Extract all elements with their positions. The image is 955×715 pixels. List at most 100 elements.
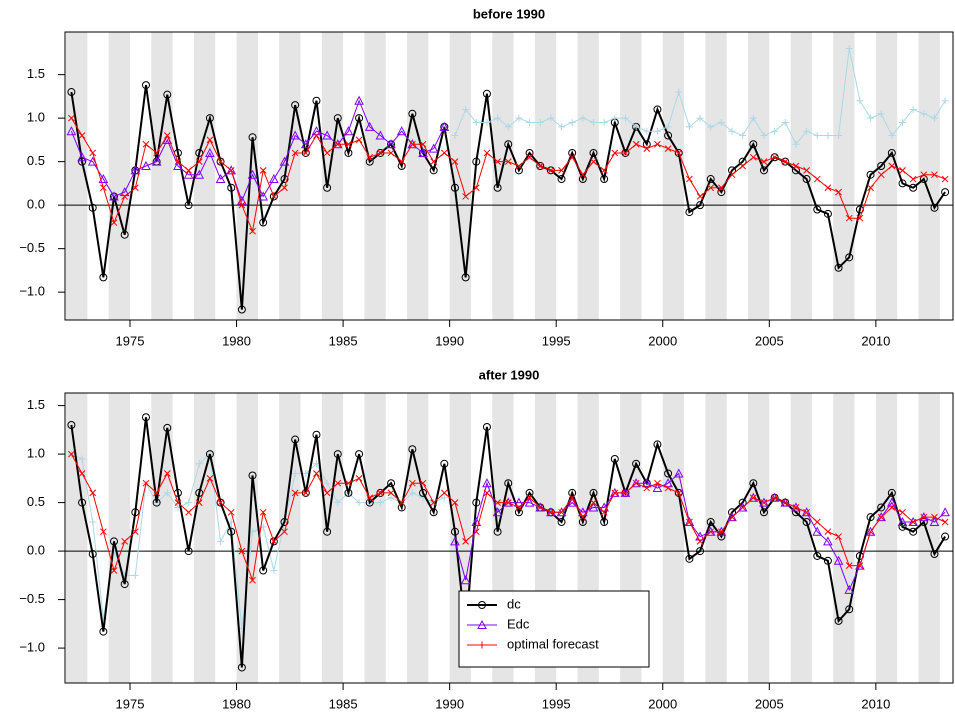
point: [195, 488, 204, 497]
point: [120, 230, 129, 239]
point: [524, 497, 535, 507]
point: [749, 114, 757, 122]
point: [812, 526, 823, 536]
point: [206, 136, 214, 144]
point: [514, 508, 523, 517]
point: [845, 253, 854, 262]
point: [823, 536, 833, 546]
point: [205, 450, 214, 459]
point: [835, 188, 842, 196]
point: [631, 478, 641, 488]
point: [494, 114, 502, 122]
point: [67, 421, 76, 430]
point: [568, 494, 576, 502]
point: [270, 193, 278, 200]
point: [867, 184, 874, 192]
point: [791, 502, 801, 512]
point: [419, 488, 428, 497]
x-tick-label: 1980: [222, 696, 251, 711]
point: [867, 114, 875, 122]
point: [131, 184, 139, 192]
shade-band: [108, 393, 130, 683]
point: [462, 105, 470, 113]
point: [600, 508, 608, 516]
point: [281, 528, 288, 536]
point: [929, 516, 940, 526]
shade-band: [279, 393, 301, 683]
shade-band: [790, 393, 812, 683]
point: [856, 97, 864, 105]
point: [578, 517, 587, 526]
point: [589, 488, 598, 497]
point: [525, 148, 534, 157]
point: [504, 479, 513, 488]
point: [504, 499, 512, 506]
point: [110, 567, 118, 574]
point: [696, 114, 704, 122]
point: [439, 121, 450, 131]
series: [450, 468, 950, 594]
point: [877, 513, 885, 521]
point: [440, 489, 448, 497]
point: [334, 499, 342, 507]
point: [718, 528, 725, 536]
point: [515, 504, 523, 511]
point: [408, 109, 417, 118]
point: [578, 175, 587, 184]
point: [803, 127, 811, 135]
point: [739, 132, 747, 140]
point: [909, 183, 918, 192]
point: [493, 527, 502, 536]
point: [686, 175, 693, 183]
point: [249, 576, 256, 584]
point: [707, 528, 715, 536]
point: [396, 126, 407, 136]
point: [781, 499, 789, 506]
point: [908, 516, 918, 526]
point: [675, 149, 683, 157]
point: [887, 488, 896, 497]
point: [835, 533, 842, 540]
point: [78, 157, 87, 166]
point: [141, 413, 150, 422]
point: [280, 175, 289, 184]
point: [462, 193, 469, 200]
shade-band: [279, 32, 301, 320]
point: [258, 191, 269, 201]
point: [654, 140, 661, 148]
point: [791, 166, 800, 175]
point: [451, 158, 459, 165]
point: [919, 517, 928, 526]
point: [227, 527, 236, 536]
point: [622, 489, 629, 497]
shade-band: [875, 32, 898, 320]
shade-band: [321, 393, 344, 683]
point: [515, 162, 523, 170]
point: [419, 140, 427, 148]
point: [344, 488, 353, 497]
y-tick-label: 0.5: [27, 153, 45, 168]
point: [472, 528, 480, 536]
point: [119, 187, 130, 197]
point: [110, 219, 118, 226]
point: [739, 162, 747, 170]
point: [771, 153, 778, 161]
point: [237, 305, 246, 314]
point: [749, 153, 757, 161]
point: [856, 214, 864, 222]
point: [557, 517, 566, 526]
point: [205, 147, 215, 157]
shade-band: [747, 32, 770, 320]
point: [504, 140, 513, 149]
point: [536, 162, 544, 170]
point: [611, 149, 619, 157]
point: [803, 508, 810, 516]
point: [163, 489, 171, 497]
point: [728, 508, 737, 517]
point: [98, 173, 109, 184]
point: [696, 201, 705, 210]
point: [685, 554, 694, 563]
point: [185, 166, 192, 174]
point: [823, 556, 832, 565]
point: [695, 531, 705, 541]
